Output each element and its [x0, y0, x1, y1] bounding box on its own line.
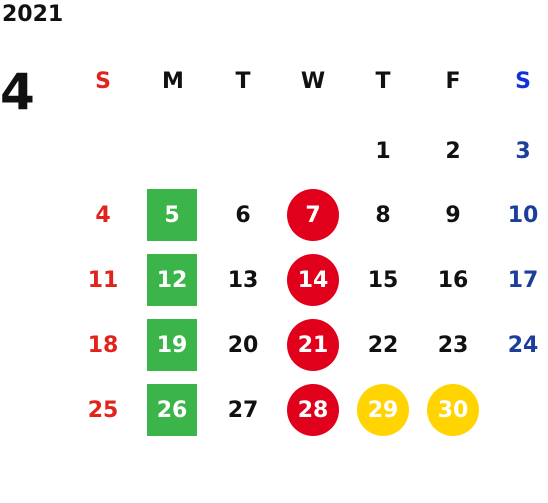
weekday-header-1: M: [162, 68, 184, 94]
day-cell-17[interactable]: 17: [507, 267, 539, 293]
day-cell-24[interactable]: 24: [507, 332, 539, 358]
day-cell-1[interactable]: 1: [375, 138, 391, 164]
weekday-header-5: F: [445, 68, 461, 94]
day-cell-7[interactable]: 7: [287, 189, 339, 241]
day-cell-20[interactable]: 20: [227, 332, 259, 358]
weekday-header-2: T: [235, 68, 251, 94]
day-cell-22[interactable]: 22: [367, 332, 399, 358]
day-cell-6[interactable]: 6: [235, 202, 251, 228]
day-cell-23[interactable]: 23: [437, 332, 469, 358]
day-cell-15[interactable]: 15: [367, 267, 399, 293]
day-cell-8[interactable]: 8: [375, 202, 391, 228]
day-cell-12[interactable]: 12: [147, 254, 197, 306]
year-label: 2021: [2, 2, 64, 27]
weekday-header-4: T: [375, 68, 391, 94]
day-cell-2[interactable]: 2: [445, 138, 461, 164]
day-cell-5[interactable]: 5: [147, 189, 197, 241]
day-cell-27[interactable]: 27: [227, 397, 259, 423]
day-cell-13[interactable]: 13: [227, 267, 259, 293]
day-cell-10[interactable]: 10: [507, 202, 539, 228]
weekday-header-3: W: [300, 68, 326, 94]
day-cell-30[interactable]: 30: [427, 384, 479, 436]
day-cell-4[interactable]: 4: [95, 202, 111, 228]
day-cell-28[interactable]: 28: [287, 384, 339, 436]
day-cell-11[interactable]: 11: [87, 267, 119, 293]
day-cell-3[interactable]: 3: [515, 138, 531, 164]
day-cell-21[interactable]: 21: [287, 319, 339, 371]
day-cell-16[interactable]: 16: [437, 267, 469, 293]
day-cell-9[interactable]: 9: [445, 202, 461, 228]
day-cell-18[interactable]: 18: [87, 332, 119, 358]
day-cell-14[interactable]: 14: [287, 254, 339, 306]
day-cell-19[interactable]: 19: [147, 319, 197, 371]
day-cell-29[interactable]: 29: [357, 384, 409, 436]
weekday-header-6: S: [515, 68, 531, 94]
day-cell-26[interactable]: 26: [147, 384, 197, 436]
day-cell-25[interactable]: 25: [87, 397, 119, 423]
month-number: 4: [0, 63, 35, 121]
weekday-header-0: S: [95, 68, 111, 94]
